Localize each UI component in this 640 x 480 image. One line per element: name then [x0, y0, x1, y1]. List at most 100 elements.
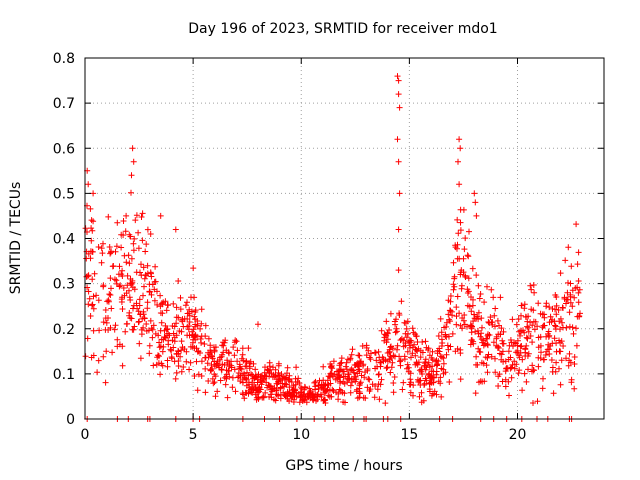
data-point	[440, 360, 447, 367]
data-point	[455, 230, 462, 237]
data-point	[383, 365, 390, 372]
data-point	[129, 279, 136, 286]
data-point	[311, 379, 318, 386]
data-point	[475, 309, 482, 316]
data-point	[248, 371, 254, 378]
data-point	[364, 366, 371, 372]
data-point	[109, 263, 116, 270]
data-point	[405, 338, 412, 345]
data-point	[508, 364, 515, 371]
data-point-spike	[456, 181, 463, 188]
data-point	[438, 343, 445, 349]
data-point	[477, 333, 484, 340]
data-point	[360, 394, 367, 401]
data-point-spike	[396, 104, 403, 111]
data-point	[425, 372, 432, 379]
x-tick-label: 5	[189, 427, 198, 443]
data-point	[410, 382, 417, 389]
data-point	[565, 362, 572, 369]
data-point	[140, 264, 147, 271]
data-point	[257, 378, 264, 384]
data-point	[438, 329, 445, 336]
data-point	[268, 394, 275, 401]
data-point	[552, 322, 559, 329]
data-point	[287, 392, 294, 399]
chart-title: Day 196 of 2023, SRMTID for receiver mdo…	[188, 21, 497, 37]
data-point	[296, 380, 303, 387]
data-point	[173, 369, 180, 376]
data-point	[87, 313, 94, 319]
data-point	[127, 233, 134, 240]
data-point-spike	[473, 212, 480, 219]
data-point	[172, 375, 179, 382]
data-point	[435, 333, 442, 339]
data-point	[131, 323, 138, 330]
data-point	[500, 328, 507, 335]
data-point	[366, 376, 373, 383]
data-point	[535, 344, 542, 351]
data-point	[241, 395, 248, 402]
data-point	[560, 343, 567, 349]
data-point	[571, 354, 578, 360]
data-point	[265, 367, 272, 374]
data-point	[552, 306, 558, 313]
data-point	[327, 374, 334, 381]
data-point	[220, 342, 227, 349]
data-point	[522, 345, 529, 352]
data-point	[545, 330, 551, 337]
data-point	[515, 316, 522, 323]
data-point	[454, 293, 461, 300]
data-point	[344, 375, 351, 382]
data-point	[211, 379, 218, 386]
data-point	[315, 382, 322, 389]
data-point-spike	[456, 136, 463, 143]
data-point	[184, 316, 191, 322]
data-point	[573, 221, 580, 228]
data-point	[229, 384, 236, 391]
data-point	[214, 358, 221, 365]
data-point	[524, 335, 531, 342]
data-point	[186, 366, 193, 373]
data-point	[149, 334, 156, 341]
data-point	[461, 246, 468, 253]
data-point	[375, 381, 382, 388]
data-point	[553, 294, 560, 300]
data-point	[348, 351, 355, 358]
data-point	[473, 353, 480, 360]
data-point	[453, 313, 460, 320]
data-point	[275, 391, 282, 398]
data-point	[537, 355, 544, 362]
data-point	[230, 344, 237, 351]
data-point	[531, 326, 538, 333]
data-point	[443, 334, 450, 340]
data-point	[418, 399, 425, 406]
data-point	[406, 344, 413, 351]
data-point	[90, 218, 97, 225]
data-point	[143, 241, 150, 248]
data-point	[562, 257, 569, 264]
data-point	[552, 323, 559, 330]
data-point	[224, 357, 231, 364]
x-axis-label: GPS time / hours	[285, 458, 402, 474]
data-point	[287, 392, 294, 399]
data-point	[376, 371, 382, 378]
data-point	[93, 292, 100, 299]
data-point	[182, 302, 189, 309]
data-point	[262, 364, 268, 371]
data-point	[95, 297, 102, 304]
data-point	[189, 328, 196, 335]
data-point	[90, 190, 97, 197]
data-point	[327, 361, 334, 367]
data-point	[408, 354, 414, 361]
data-point	[529, 362, 536, 369]
data-point	[390, 389, 397, 396]
data-point	[336, 362, 343, 369]
data-point	[86, 295, 93, 302]
data-point	[418, 368, 425, 375]
data-point	[356, 352, 363, 359]
y-tick-label: 0.3	[53, 277, 75, 293]
data-point	[119, 273, 126, 279]
data-point	[225, 367, 232, 374]
data-point	[105, 213, 112, 220]
data-point	[460, 255, 467, 262]
